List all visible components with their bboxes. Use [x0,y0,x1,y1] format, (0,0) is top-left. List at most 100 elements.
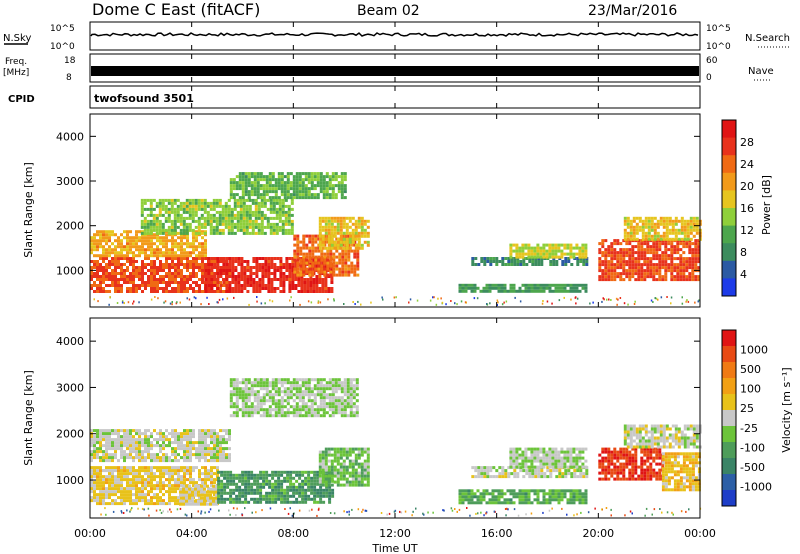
heatmap-cell [129,230,132,234]
heatmap-cell [180,263,183,266]
heatmap-cell [288,287,292,290]
heatmap-cell [324,284,328,287]
heatmap-cell [278,219,282,223]
heatmap-cell [244,387,248,391]
heatmap-cell [279,269,283,272]
heatmap-cell [174,469,177,473]
heatmap-cell [120,481,123,485]
heatmap-cell [271,476,275,480]
heatmap-cell [215,210,219,214]
heatmap-cell [330,453,334,457]
heatmap-cell [622,260,626,264]
heatmap-cell [278,198,282,202]
heatmap-cell [285,257,289,260]
heatmap-cell [213,459,216,463]
heatmap-cell [147,269,150,272]
heatmap-cell [132,487,135,491]
heatmap-cell [655,242,659,246]
heatmap-cell [270,281,274,284]
heatmap-cell [629,228,633,232]
heatmap-cell [198,469,201,473]
heatmap-cell [150,272,153,275]
heatmap-cell [126,239,129,243]
heatmap-cell [201,272,204,275]
heatmap-cell [250,175,254,179]
heatmap-cell [652,278,656,282]
heatmap-cell [239,225,243,229]
heatmap-cell [281,198,285,202]
heatmap-cell [497,289,501,293]
heatmap-cell [111,484,114,488]
heatmap-cell [474,263,478,266]
heatmap-cell [210,266,214,269]
heatmap-cell [341,273,345,277]
heatmap-cell [277,181,281,185]
heatmap-cell [537,263,541,266]
heatmap-cell [135,484,138,488]
heatmap-cell [321,284,325,287]
heatmap-cell [216,438,219,442]
heatmap-cell [313,470,317,474]
heatmap-cell [179,222,183,226]
heatmap-cell [195,450,198,454]
heatmap-cell [108,472,111,476]
heatmap-cell [317,300,320,303]
heatmap-cell [344,270,348,274]
heatmap-cell [350,270,354,274]
heatmap-cell [288,284,292,287]
heatmap-cell [114,251,117,255]
heatmap-cell [213,260,216,263]
heatmap-cell [613,254,617,258]
heatmap-cell [173,228,177,232]
heatmap-cell [129,496,132,500]
heatmap-cell [564,260,568,263]
heatmap-cell [318,216,322,220]
heatmap-cell [300,287,304,290]
heatmap-cell [114,254,117,258]
heatmap-cell [177,466,180,470]
heatmap-cell [138,251,141,255]
heatmap-cell [288,257,292,260]
heatmap-cell [332,270,336,274]
heatmap-cell [200,225,204,229]
heatmap-cell [90,429,93,433]
heatmap-cell [273,287,277,290]
heatmap-cell [213,481,216,485]
colorbar-tick-label: 4 [740,268,747,281]
heatmap-cell [99,233,102,237]
heatmap-cell [120,275,123,278]
heatmap-cell [536,246,540,250]
heatmap-cell [222,269,226,272]
heatmap-cell [664,260,668,264]
heatmap-cell [247,178,251,182]
heatmap-cell [316,184,320,188]
heatmap-cell [129,438,132,442]
heatmap-cell [311,270,315,274]
heatmap-cell [223,485,227,489]
heatmap-cell [613,257,617,261]
heatmap-cell [126,230,129,234]
heatmap-cell [201,466,204,470]
heatmap-cell [183,287,186,290]
heatmap-cell [227,213,231,217]
heatmap-cell [554,283,558,287]
heatmap-cell [192,260,195,263]
heatmap-cell [626,219,630,223]
heatmap-cell [278,225,282,229]
heatmap-cell [266,222,270,226]
heatmap-cell [158,201,162,205]
heatmap-cell [120,429,123,433]
heatmap-cell [689,228,693,232]
heatmap-cell [676,269,680,273]
heatmap-cell [156,281,159,284]
heatmap-cell [120,456,123,460]
heatmap-cell [168,484,171,488]
heatmap-cell [318,281,322,284]
heatmap-cell [325,196,329,200]
heatmap-cell [153,284,156,287]
heatmap-cell [256,381,260,385]
heatmap-cell [345,246,349,250]
heatmap-cell [186,260,189,263]
heatmap-cell [313,178,317,182]
heatmap-cell [232,196,236,200]
